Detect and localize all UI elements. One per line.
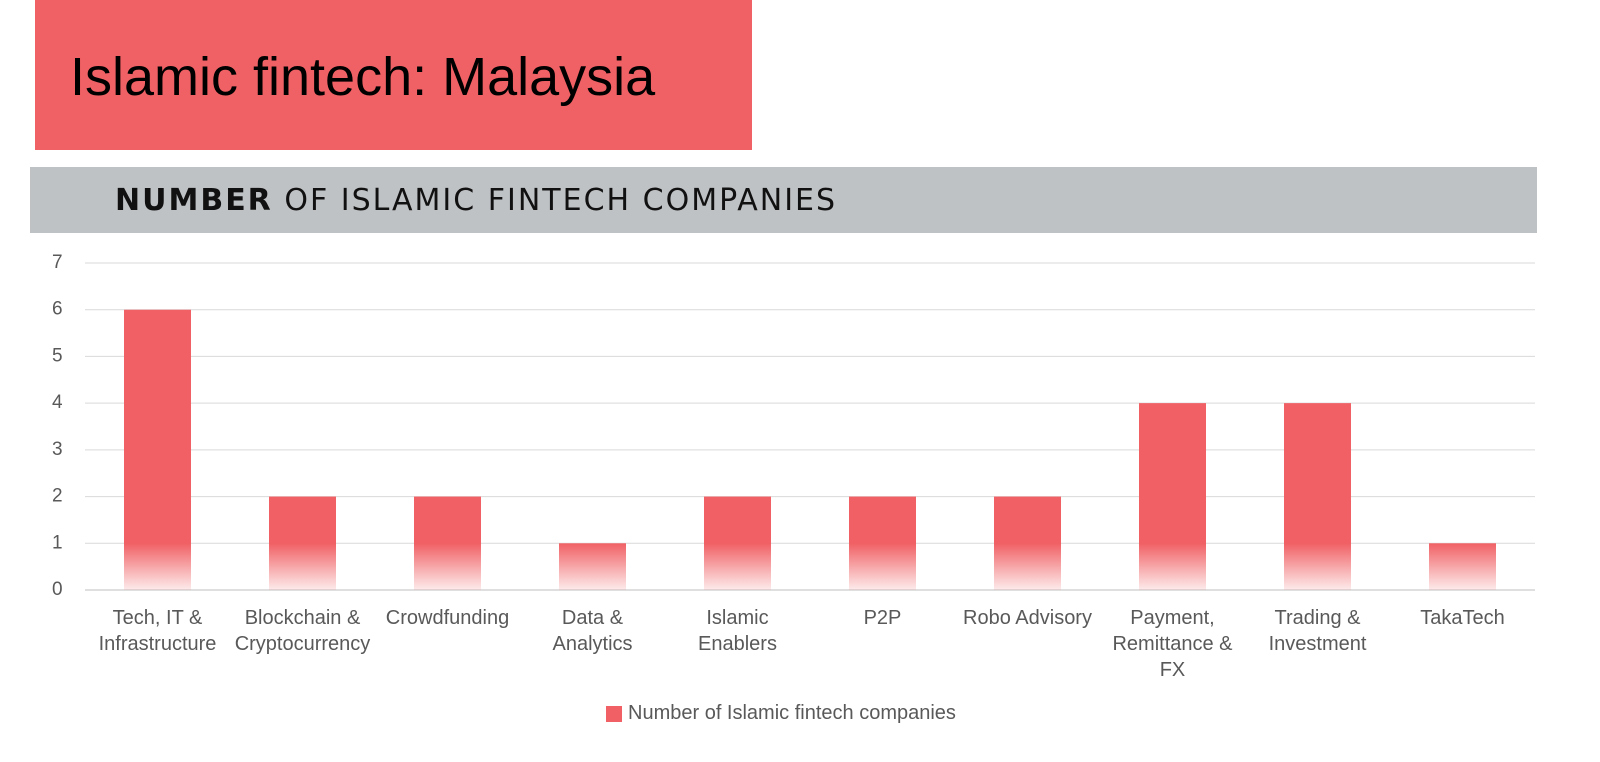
- bar: [1284, 403, 1351, 590]
- legend-label: Number of Islamic fintech companies: [628, 702, 956, 724]
- x-tick-label: Robo Advisory: [963, 607, 1092, 629]
- chart-title-rest: OF ISLAMIC FINTECH COMPANIES: [284, 183, 838, 218]
- x-tick-label: Tech, IT & Infrastructure: [98, 607, 217, 655]
- x-tick-label: Crowdfunding: [385, 607, 510, 629]
- chart-title: NUMBER OF ISLAMIC FINTECH COMPANIES: [115, 183, 837, 218]
- page-title: Islamic fintech: Malaysia: [70, 47, 656, 107]
- bar: [704, 496, 771, 590]
- y-tick-label: 0: [52, 579, 63, 600]
- bar: [1429, 543, 1496, 590]
- x-tick-label: Islamic Enablers: [698, 607, 777, 655]
- x-tick-label: TakaTech: [1420, 607, 1505, 629]
- bar: [124, 309, 191, 590]
- x-tick-label: Data & Analytics: [552, 607, 633, 655]
- bar: [269, 496, 336, 590]
- chart-title-bold: NUMBER: [115, 183, 273, 218]
- y-tick-label: 5: [52, 345, 63, 366]
- title-box: Islamic fintech: Malaysia: [35, 0, 752, 150]
- x-tick-label: Blockchain & Cryptocurrency: [234, 607, 371, 655]
- y-tick-label: 2: [52, 486, 63, 507]
- bar: [414, 496, 481, 590]
- chart-header: NUMBER OF ISLAMIC FINTECH COMPANIES: [30, 167, 1537, 233]
- legend: Number of Islamic fintech companies: [606, 702, 956, 725]
- x-tick-label: P2P: [863, 607, 902, 629]
- y-tick-label: 6: [52, 299, 63, 320]
- bar: [994, 496, 1061, 590]
- y-tick-label: 3: [52, 439, 63, 460]
- y-tick-label: 7: [52, 252, 63, 273]
- bar: [559, 543, 626, 590]
- x-tick-label: Trading & Investment: [1268, 607, 1367, 655]
- x-tick-label: Payment, Remittance & FX: [1112, 607, 1233, 681]
- bar: [1139, 403, 1206, 590]
- bar: [849, 496, 916, 590]
- y-tick-label: 1: [52, 532, 63, 553]
- y-tick-label: 4: [52, 392, 63, 413]
- legend-swatch: [606, 705, 622, 722]
